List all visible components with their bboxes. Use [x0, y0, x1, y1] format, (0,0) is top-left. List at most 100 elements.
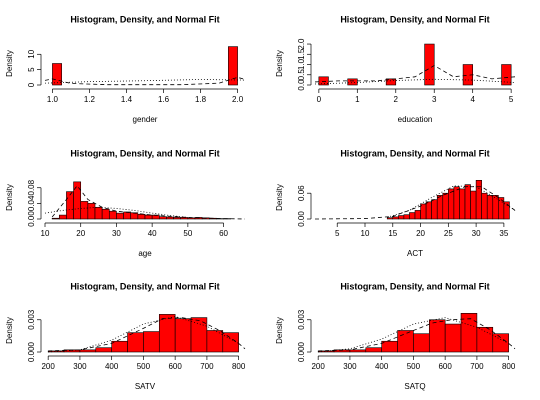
x-tick-label: 5	[335, 229, 340, 238]
y-tick-label: 0.04	[27, 195, 36, 211]
bar	[428, 319, 446, 353]
y-tick-label: 10	[27, 49, 36, 58]
x-tick-label: 3	[432, 95, 437, 104]
bar	[501, 64, 512, 86]
x-tick-label: 4	[470, 95, 475, 104]
bar	[386, 217, 394, 220]
x-tick-label: 1.2	[84, 95, 96, 104]
bar	[173, 217, 182, 220]
bar	[424, 43, 435, 86]
density-curve	[314, 186, 516, 220]
bar	[397, 330, 414, 353]
bar	[52, 63, 62, 86]
y-tick-label: 0.00	[297, 211, 306, 227]
chart-title: Histogram, Density, and Normal Fit	[70, 281, 219, 291]
x-tick-label: 200	[311, 362, 325, 371]
x-tick-label: 700	[200, 362, 214, 371]
x-tick-label: 1	[355, 95, 360, 104]
x-tick-label: 200	[41, 362, 55, 371]
y-axis-label: Density	[5, 184, 14, 211]
x-tick-label: 1.8	[195, 95, 207, 104]
bar	[453, 186, 460, 220]
x-tick-label: 0	[317, 95, 322, 104]
x-tick-label: 25	[444, 229, 453, 238]
bar	[413, 333, 430, 353]
y-tick-label: 0.08	[27, 179, 36, 195]
normal-fit-curve	[318, 317, 509, 353]
x-tick-label: 10	[41, 229, 50, 238]
x-tick-label: 400	[105, 362, 119, 371]
bar	[481, 192, 488, 220]
bar	[318, 76, 329, 86]
y-tick-label: 2.0	[297, 38, 306, 50]
bar	[143, 331, 160, 353]
x-tick-label: 800	[232, 362, 246, 371]
bar	[486, 195, 494, 220]
bar	[166, 216, 174, 220]
bar	[409, 212, 416, 220]
density-curve	[48, 317, 246, 352]
x-tick-label: 2.0	[232, 95, 244, 104]
x-tick-label: 10	[361, 229, 370, 238]
density-curve	[51, 185, 246, 220]
bar	[459, 188, 466, 220]
bar	[503, 201, 510, 220]
bar	[158, 216, 167, 220]
chart-title: Histogram, Density, and Normal Fit	[70, 148, 219, 158]
y-tick-label: 0.00	[27, 211, 36, 227]
x-tick-label: 20	[416, 229, 425, 238]
bar	[51, 217, 60, 220]
x-tick-label: 300	[73, 362, 87, 371]
y-tick-label: 0.003	[27, 309, 36, 330]
y-tick-label: 0	[27, 82, 36, 87]
bar	[398, 215, 405, 220]
bar	[137, 214, 146, 220]
x-tick-label: 600	[438, 362, 452, 371]
bar	[116, 212, 124, 220]
density-curve	[44, 76, 246, 86]
chart-title: Histogram, Density, and Normal Fit	[340, 281, 489, 291]
bar	[436, 195, 444, 220]
bar	[442, 192, 449, 220]
y-tick-label: 0.5	[297, 69, 306, 81]
bar	[130, 212, 139, 220]
bar	[73, 181, 82, 220]
x-tick-label: 400	[375, 362, 389, 371]
x-tick-label: 300	[343, 362, 357, 371]
bar	[349, 349, 367, 353]
x-tick-label: 1.4	[121, 95, 133, 104]
bar	[475, 180, 482, 220]
bar	[222, 332, 239, 353]
bar	[108, 210, 117, 220]
x-tick-label: 5	[509, 95, 514, 104]
x-axis-label: education	[398, 115, 433, 124]
bar	[111, 340, 128, 353]
x-axis-label: age	[138, 249, 152, 258]
x-axis-label: ACT	[407, 249, 423, 258]
density-curve	[318, 318, 516, 352]
bar	[403, 214, 410, 220]
bar	[392, 216, 399, 220]
bar	[66, 191, 74, 220]
bar	[80, 201, 89, 220]
x-tick-label: 800	[502, 362, 516, 371]
x-tick-label: 50	[183, 229, 192, 238]
bar	[228, 46, 238, 86]
bar	[79, 349, 97, 353]
x-tick-label: 1.0	[47, 95, 59, 104]
x-tick-label: 30	[112, 229, 121, 238]
bar	[58, 214, 67, 220]
bar	[174, 318, 192, 353]
bar	[347, 78, 358, 86]
y-axis-label: Density	[5, 50, 14, 77]
bar	[158, 314, 176, 353]
bar	[385, 78, 397, 86]
x-tick-label: 1.6	[158, 95, 170, 104]
bar	[365, 347, 382, 353]
y-tick-label: 0.06	[297, 185, 306, 201]
bar	[94, 206, 103, 220]
y-tick-label: 0.000	[27, 341, 36, 362]
normal-fit-curve	[44, 79, 246, 84]
x-axis-label: SATV	[135, 382, 156, 391]
